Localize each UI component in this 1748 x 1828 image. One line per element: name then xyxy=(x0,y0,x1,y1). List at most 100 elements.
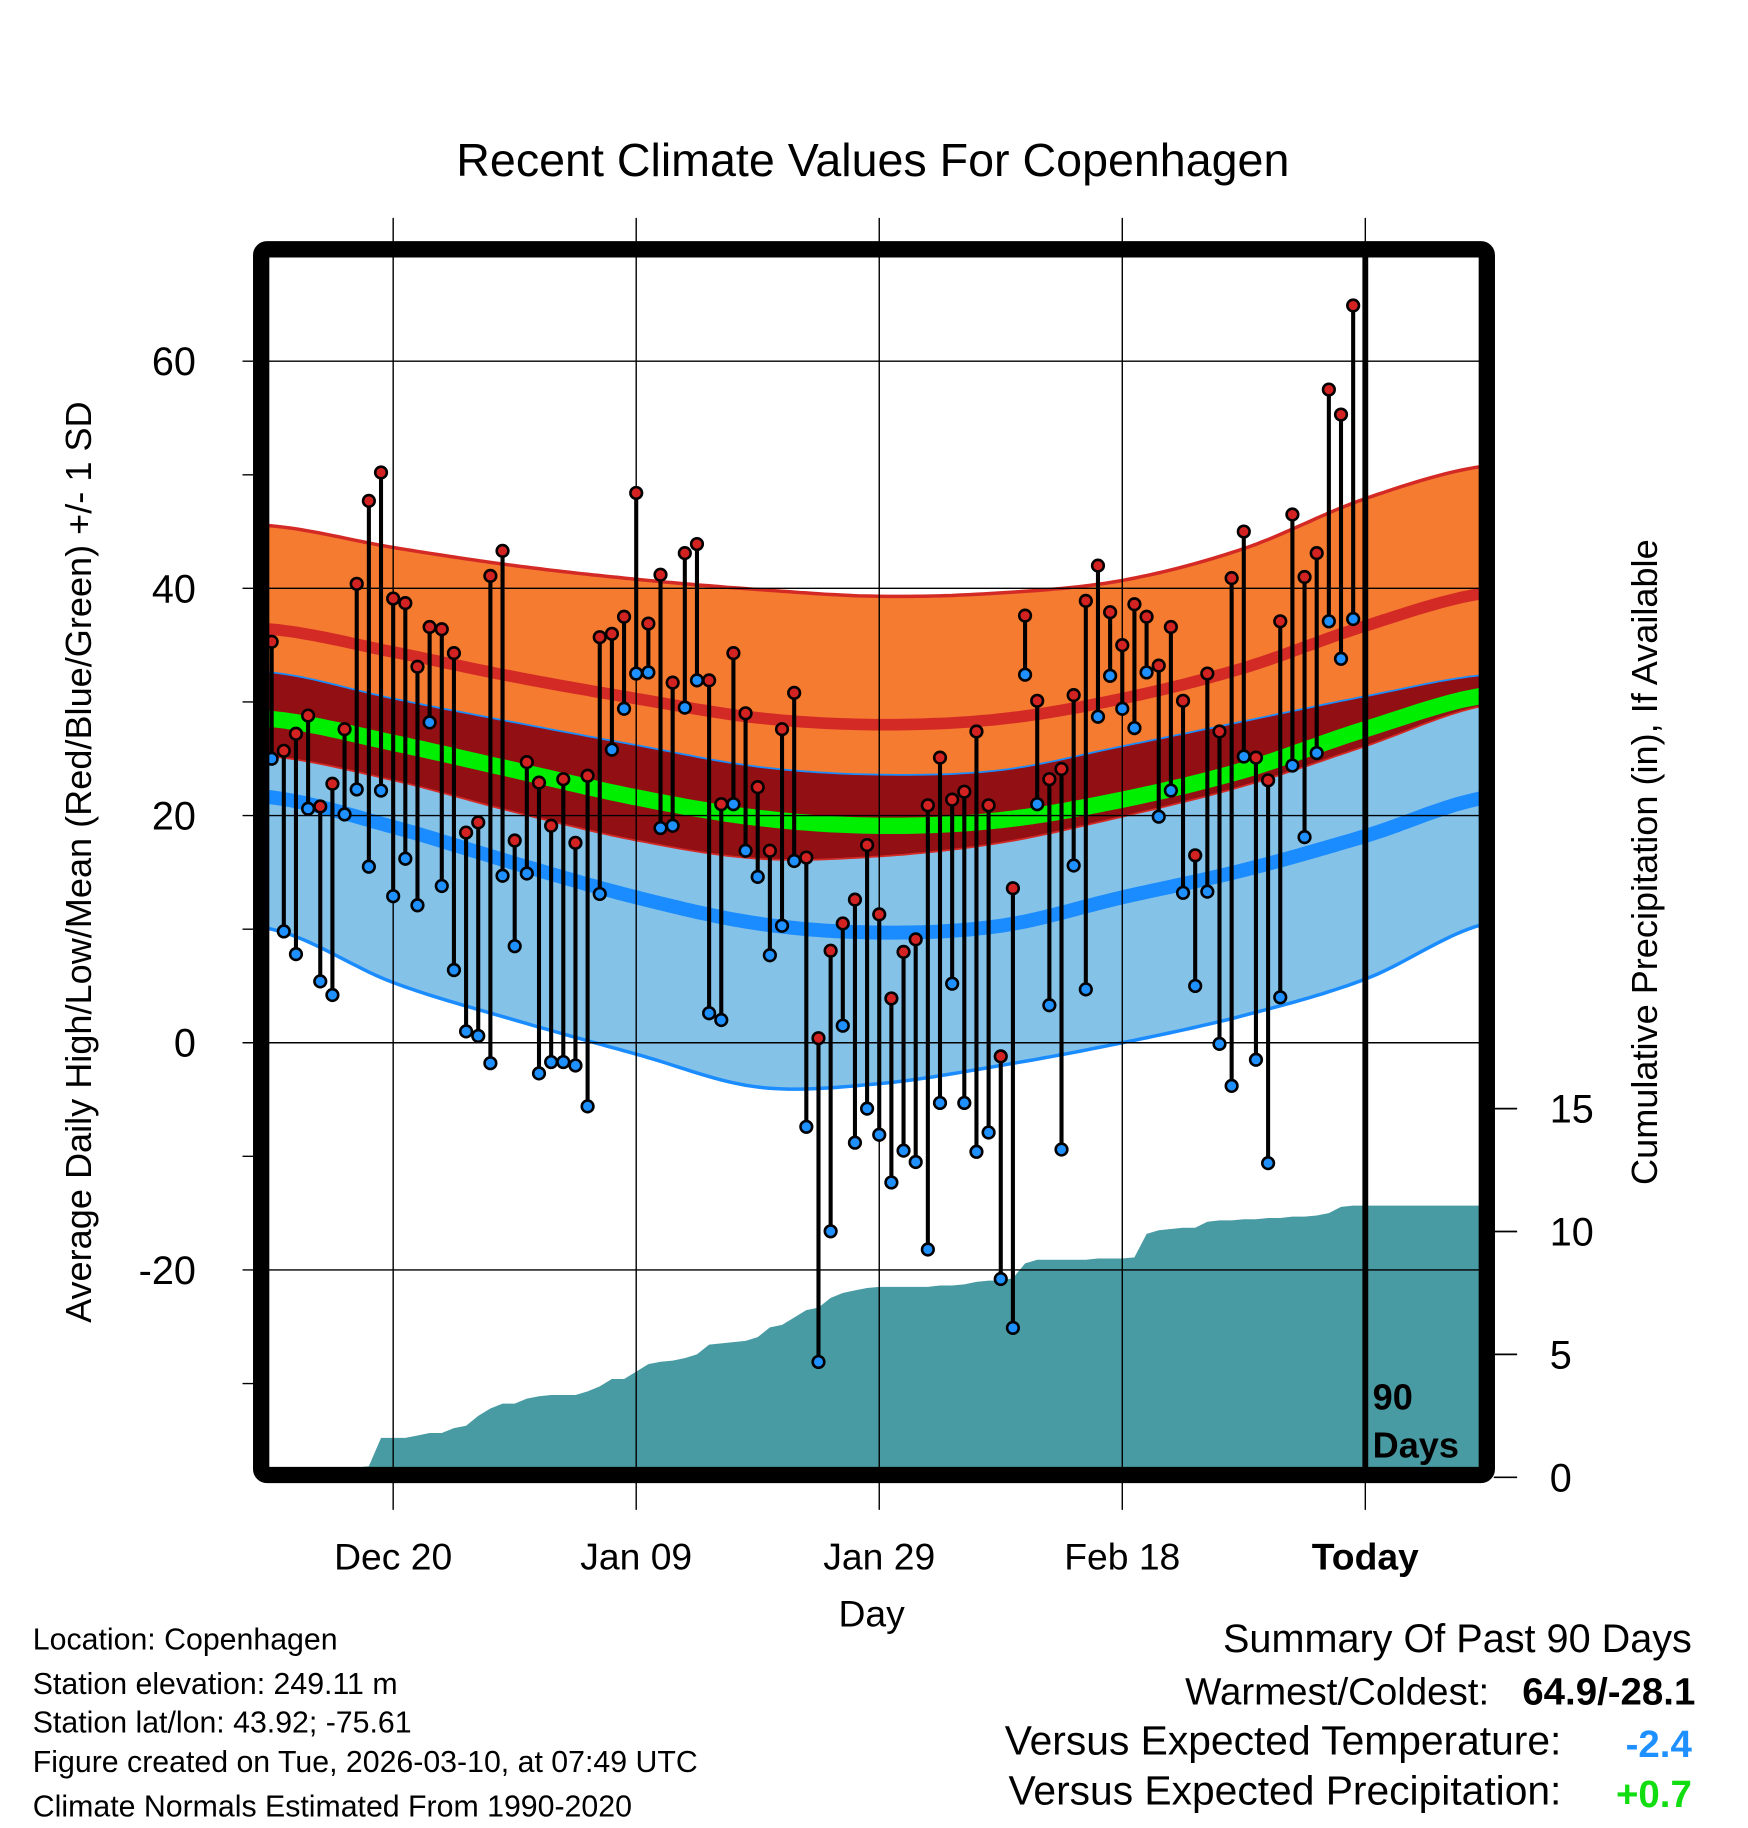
daily-low-marker xyxy=(268,751,279,766)
daily-low-marker xyxy=(1321,614,1336,629)
daily-high-marker xyxy=(1297,569,1312,585)
low-sd-band xyxy=(268,706,1480,1090)
daily-high-marker xyxy=(1188,848,1203,863)
daily-low-marker xyxy=(957,1095,972,1111)
daily-low-marker xyxy=(1066,858,1081,873)
daily-low-marker xyxy=(1139,665,1154,680)
daily-high-marker xyxy=(1200,666,1215,681)
y-tick-label: 0 xyxy=(174,1022,196,1066)
daily-high-marker xyxy=(580,768,595,783)
daily-low-marker xyxy=(689,673,705,688)
daily-low-marker xyxy=(1260,1156,1276,1171)
daily-low-marker xyxy=(313,974,328,989)
daily-low-marker xyxy=(787,853,802,869)
y-right-tick-label: 10 xyxy=(1550,1210,1594,1254)
daily-low-marker xyxy=(556,1054,571,1070)
daily-high-marker xyxy=(471,815,486,830)
daily-high-marker xyxy=(1042,772,1057,787)
precip-area xyxy=(327,1205,1480,1471)
daily-high-marker xyxy=(373,465,389,480)
daily-low-marker xyxy=(884,1175,899,1190)
daily-low-marker xyxy=(1346,611,1361,627)
daily-high-marker xyxy=(556,772,571,787)
daily-low-marker xyxy=(714,1012,729,1028)
daily-low-marker xyxy=(471,1028,486,1044)
y-axis-label: Average Daily High/Low/Mean (Red/Blue/Gr… xyxy=(58,401,99,1323)
warmest-label: Warmest/Coldest: xyxy=(1185,1671,1489,1714)
daily-low-marker xyxy=(653,820,668,836)
daily-low-marker xyxy=(1297,830,1312,845)
daily-high-marker xyxy=(483,568,498,583)
daily-high-marker xyxy=(1054,761,1069,777)
warmest-value: 64.9/-28.1 xyxy=(1522,1671,1695,1714)
daily-high-marker xyxy=(993,1049,1008,1064)
daily-low-marker xyxy=(361,859,376,874)
daily-high-marker xyxy=(268,634,279,649)
daily-high-marker xyxy=(1066,688,1081,703)
daily-low-marker xyxy=(458,1024,474,1039)
daily-low-marker xyxy=(483,1056,498,1071)
daily-low-marker xyxy=(446,962,462,978)
summary: Summary Of Past 90 Days Warmest/Coldest:… xyxy=(1005,1617,1696,1816)
daily-low-marker xyxy=(1054,1142,1069,1157)
daily-high-marker xyxy=(410,659,425,674)
daily-high-marker xyxy=(1346,298,1361,313)
chart-title: Recent Climate Values For Copenhagen xyxy=(456,134,1289,186)
daily-high-marker xyxy=(714,797,729,812)
daily-high-marker xyxy=(1139,609,1154,624)
footer-latlon: Station lat/lon: 43.92; -75.61 xyxy=(33,1706,412,1739)
plot-frame xyxy=(253,241,1495,1484)
daily-low-marker xyxy=(1127,720,1142,736)
daily-low-marker xyxy=(945,976,960,991)
daily-high-marker xyxy=(1090,558,1106,573)
daily-low-marker xyxy=(1090,709,1106,724)
daily-low-marker xyxy=(580,1099,595,1114)
daily-low-marker xyxy=(1151,809,1166,824)
daily-high-marker xyxy=(1151,658,1166,673)
daily-high-marker xyxy=(1285,507,1300,522)
daily-high-marker xyxy=(859,837,875,853)
daily-low-marker xyxy=(750,869,765,884)
daily-range-marks xyxy=(268,298,1361,1370)
daily-high-marker xyxy=(1030,693,1045,708)
daily-high-marker xyxy=(1273,614,1288,629)
x-axis-label: Day xyxy=(839,1592,906,1634)
daily-low-marker xyxy=(1078,982,1093,997)
daily-high-marker xyxy=(495,543,510,558)
daily-low-marker xyxy=(1236,749,1251,764)
daily-low-marker xyxy=(859,1101,875,1116)
daily-low-marker xyxy=(288,947,304,962)
daily-low-marker xyxy=(398,851,413,866)
daily-low-marker xyxy=(908,1154,923,1170)
daily-low-marker xyxy=(1200,884,1215,899)
daily-low-marker xyxy=(1273,990,1288,1005)
daily-high-marker xyxy=(799,850,814,865)
daily-low-marker xyxy=(1103,668,1118,683)
daily-high-marker xyxy=(981,798,996,813)
daily-high-marker xyxy=(1163,619,1178,635)
daily-low-marker xyxy=(993,1271,1008,1287)
x-tick-label: Jan 09 xyxy=(580,1535,692,1577)
daily-low-marker xyxy=(1212,1036,1227,1051)
daily-low-marker xyxy=(410,898,425,913)
daily-high-marker xyxy=(434,622,449,637)
daily-high-marker xyxy=(726,646,741,661)
daily-low-marker xyxy=(1175,885,1191,900)
daily-high-marker xyxy=(1224,571,1239,586)
daily-high-marker xyxy=(1115,638,1130,653)
daily-low-marker xyxy=(799,1119,814,1134)
daily-high-marker xyxy=(616,609,632,624)
daily-low-marker xyxy=(726,797,741,812)
daily-low-marker xyxy=(932,1095,948,1111)
daily-high-marker xyxy=(1248,750,1264,765)
daily-high-marker xyxy=(884,991,899,1006)
daily-high-marker xyxy=(1103,605,1118,620)
daily-low-marker xyxy=(835,1018,850,1033)
daily-high-marker xyxy=(702,673,717,688)
daily-high-marker xyxy=(519,755,534,770)
daily-low-marker xyxy=(531,1066,547,1081)
y-right-tick-label: 0 xyxy=(1550,1456,1572,1500)
daily-high-marker xyxy=(932,750,948,765)
precip-label: Versus Expected Precipitation: xyxy=(1008,1768,1561,1814)
